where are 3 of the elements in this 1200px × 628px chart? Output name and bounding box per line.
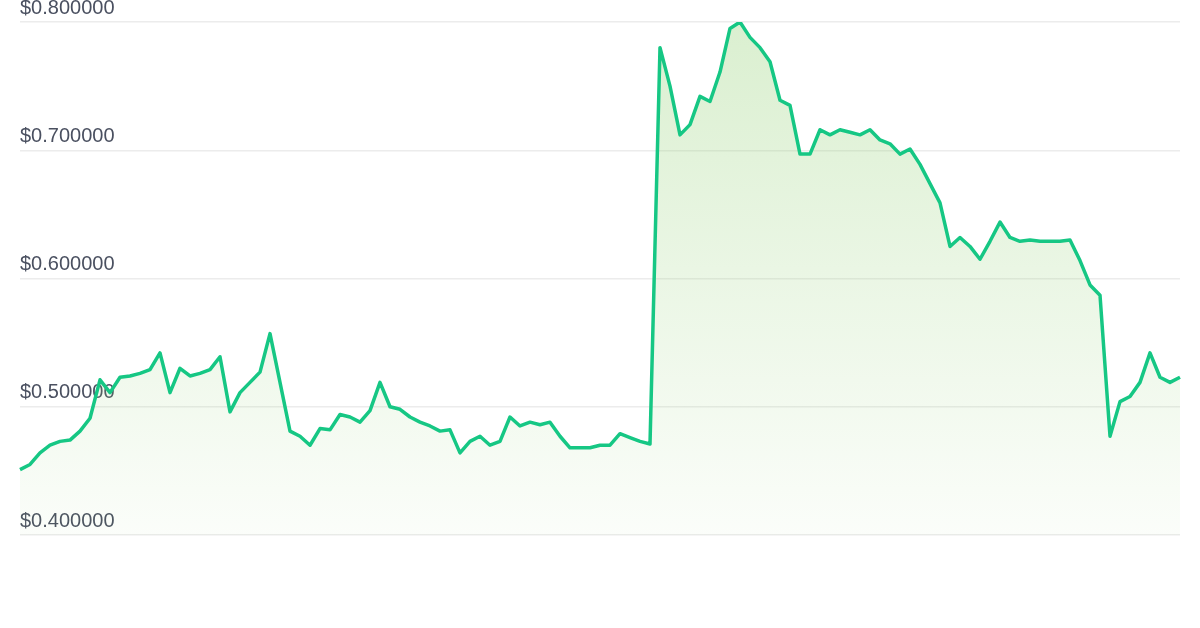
y-tick-label: $0.600000 xyxy=(20,252,115,275)
y-tick-label: $0.700000 xyxy=(20,123,115,146)
y-tick-label: $0.400000 xyxy=(20,508,115,531)
